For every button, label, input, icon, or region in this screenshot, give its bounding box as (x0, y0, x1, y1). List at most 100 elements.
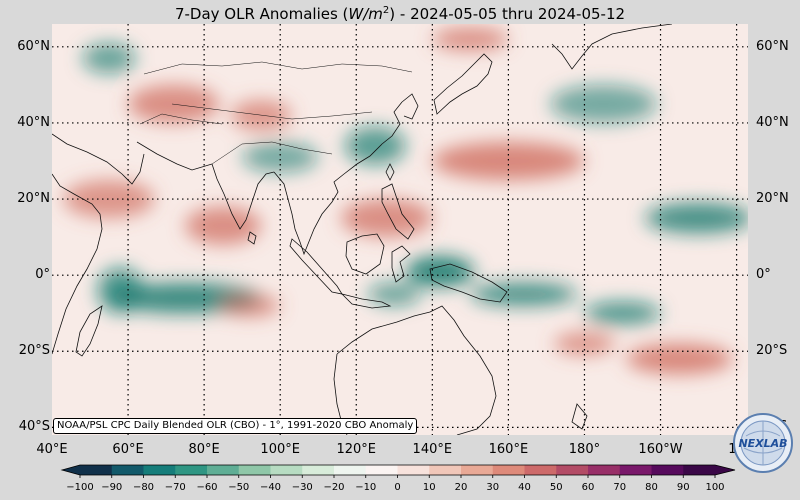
positive-anomaly-region (128, 84, 220, 123)
nexlab-logo: NEXLAB (733, 413, 793, 473)
borneo-coast (345, 233, 385, 275)
olr-anomaly-map (52, 24, 748, 435)
negative-anomaly-region (405, 256, 475, 287)
colorbar-tick-label: 30 (486, 482, 499, 493)
colorbar-segment (524, 465, 557, 475)
colorbar-segment (80, 465, 113, 475)
new-zealand-coast (571, 403, 588, 430)
lon-label: 180° (568, 442, 601, 457)
africa-coast (52, 173, 103, 355)
colorbar-tick-label: 20 (455, 482, 468, 493)
colorbar-segment (492, 465, 525, 475)
colorbar-tick-label: −70 (165, 482, 186, 493)
korea-coast (401, 93, 419, 120)
sri-lanka-coast (247, 231, 257, 245)
colorbar-ticks: −100 −90 −80 −70 −60 −50 −40 −30 −20 −10 0 10 20 30 40… (66, 475, 725, 493)
colorbar-segment (397, 465, 430, 475)
lat-label-left: 40°S (18, 419, 50, 435)
colorbar-segment (619, 465, 652, 475)
colorbar-body (60, 464, 736, 476)
positive-anomaly-region (219, 294, 281, 318)
lat-label-right: 40°N (756, 114, 789, 130)
lon-label: 160°E (488, 442, 529, 457)
colorbar-tick-label: 100 (705, 482, 724, 493)
colorbar-tick-label: −40 (260, 482, 281, 493)
colorbar-tick-label: 70 (613, 482, 626, 493)
positive-anomaly-region (63, 180, 155, 219)
title-date-range: ) - 2024-05-05 thru 2024-05-12 (389, 5, 626, 23)
madagascar-coast (75, 305, 103, 357)
lon-label: 120°E (336, 442, 377, 457)
negative-anomaly-region (242, 141, 319, 173)
graticule (52, 24, 748, 435)
lon-label: 160°W (638, 442, 683, 457)
negative-anomaly-region (344, 126, 406, 165)
lat-label-right: 0° (756, 267, 771, 283)
colorbar-tick-label: 60 (582, 482, 595, 493)
negative-anomaly-region (645, 202, 748, 234)
colorbar-tick-label: −20 (323, 482, 344, 493)
negative-anomaly-region (550, 84, 657, 123)
lon-label: 60°E (112, 442, 144, 457)
title-prefix: 7-Day OLR Anomalies ( (174, 5, 349, 23)
colorbar-segment (461, 465, 494, 475)
positive-anomaly-region (554, 332, 615, 356)
lon-label: 80°E (188, 442, 220, 457)
lon-label: 100°E (260, 442, 300, 457)
data-source-credit: NOAA/PSL CPC Daily Blended OLR (CBO) - 1… (53, 418, 418, 434)
coastlines (52, 24, 673, 435)
map-canvas (52, 24, 748, 435)
kamchatka-coast (551, 24, 673, 70)
colorbar-segment (429, 465, 462, 475)
lat-label-left: 20°N (17, 191, 50, 207)
colorbar-tick-label: −10 (355, 482, 376, 493)
colorbar-segment (270, 465, 303, 475)
colorbar-max-extend (715, 465, 735, 475)
colorbar-tick-label: 40 (518, 482, 531, 493)
lat-label-right: 20°S (756, 343, 788, 359)
colorbar-segment (111, 465, 144, 475)
title-unit-exponent: 2 (382, 5, 390, 16)
colorbar-segment (143, 465, 176, 475)
arabia-coast (52, 133, 145, 185)
colorbar-segment (588, 465, 621, 475)
colorbar-tick-label: 0 (394, 482, 400, 493)
lat-label-right: 20°N (756, 191, 789, 207)
positive-anomaly-region (432, 141, 585, 181)
lat-label-right: 60°N (756, 38, 789, 54)
lat-label-left: 60°N (17, 38, 50, 54)
positive-anomaly-region (626, 343, 733, 375)
title-unit: W/m (348, 5, 383, 23)
java-coast (340, 293, 392, 309)
colorbar-tick-label: −90 (101, 482, 122, 493)
iran-coast (136, 141, 213, 171)
lon-label: 40°E (36, 442, 68, 457)
colorbar-segment (334, 465, 367, 475)
asia-interior-borders (139, 61, 413, 165)
colorbar-segment (365, 465, 398, 475)
negative-anomaly-region (584, 301, 661, 325)
sulawesi-coast (391, 245, 411, 283)
lat-label-left: 0° (35, 267, 50, 283)
lat-label-left: 20°S (18, 343, 50, 359)
colorbar-tick-label: −50 (228, 482, 249, 493)
colorbar-tick-label: 50 (550, 482, 563, 493)
negative-anomaly-region (97, 267, 144, 314)
logo-globe-lines (743, 421, 783, 465)
map-title: 7-Day OLR Anomalies (W/m2) - 2024-05-05 … (0, 0, 800, 25)
philippines-coast (381, 183, 415, 240)
australia-coast (336, 305, 497, 435)
colorbar-tick-label: 80 (645, 482, 658, 493)
taiwan-coast (385, 163, 395, 181)
colorbar-tick-label: −80 (133, 482, 154, 493)
india-coast (211, 163, 275, 230)
colorbar-segment (238, 465, 271, 475)
colorbar-segment (302, 465, 335, 475)
colorbar-tick-label: 90 (677, 482, 690, 493)
colorbar-min-extend (62, 465, 80, 475)
negative-anomaly-region (470, 282, 577, 306)
logo-text: NEXLAB (738, 437, 787, 450)
colorbar-segment (683, 465, 716, 475)
negative-anomaly-region (82, 43, 136, 74)
colorbar-tick-label: −60 (196, 482, 217, 493)
